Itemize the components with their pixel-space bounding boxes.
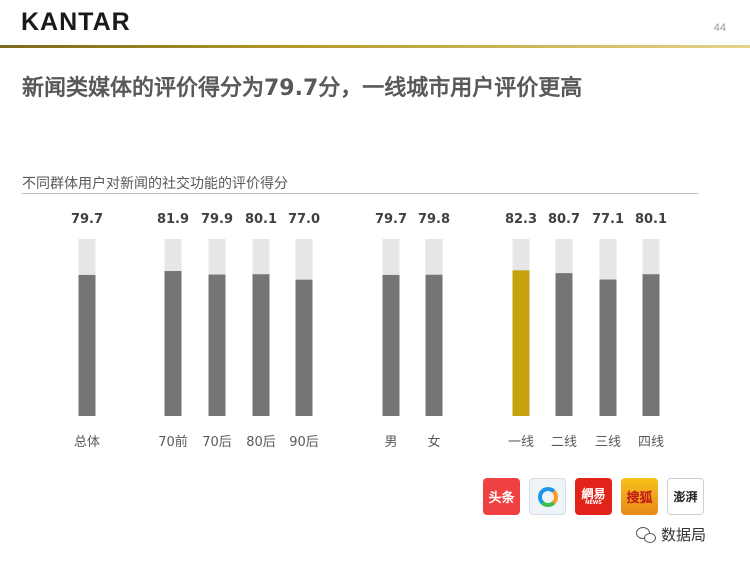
data-label: 79.8 xyxy=(418,212,450,227)
category-label: 三线 xyxy=(595,435,621,450)
netease-logo-icon: 網易 NEWS xyxy=(575,478,612,515)
category-label: 二线 xyxy=(551,435,577,450)
netease-logo-sub: NEWS xyxy=(585,499,602,506)
data-label: 79.9 xyxy=(201,212,233,227)
the-paper-logo-icon: 澎湃 xyxy=(667,478,704,515)
bar xyxy=(164,271,182,416)
netease-logo-text: 網易 xyxy=(581,486,606,501)
bar-chart: 79.7 总体 81.9 70前 79.9 70后 80.1 80后 77.0 90后 79.7 男 7… xyxy=(71,212,667,450)
toutiao-logo-icon: 头条 xyxy=(483,478,520,515)
page-number: 44 xyxy=(713,22,726,34)
bar xyxy=(295,279,313,416)
qq-news-logo-icon xyxy=(529,478,566,515)
category-label: 男 xyxy=(384,435,397,450)
data-label: 80.1 xyxy=(635,212,667,227)
data-label: 77.0 xyxy=(288,212,320,227)
data-label: 81.9 xyxy=(157,212,189,227)
category-label: 80后 xyxy=(246,435,276,450)
page-title: 新闻类媒体的评价得分为79.7分，一线城市用户评价更高 xyxy=(22,76,583,101)
data-label: 79.7 xyxy=(71,212,103,227)
category-label: 一线 xyxy=(508,435,534,450)
bar xyxy=(642,274,660,416)
source-logos: 头条 網易 NEWS 搜狐 澎湃 xyxy=(483,478,704,518)
data-label: 80.7 xyxy=(548,212,580,227)
bar xyxy=(555,273,573,416)
data-label: 79.7 xyxy=(375,212,407,227)
watermark-text: 数据局 xyxy=(661,526,707,544)
category-label: 70后 xyxy=(202,435,232,450)
bar xyxy=(252,274,270,416)
kantar-logo: KANTAR xyxy=(21,8,131,36)
header-rule xyxy=(0,45,750,48)
bar xyxy=(208,274,226,416)
category-label: 四线 xyxy=(638,435,664,450)
wechat-icon xyxy=(636,526,656,543)
category-label: 总体 xyxy=(74,435,100,450)
data-label: 82.3 xyxy=(505,212,537,227)
watermark: 数据局 xyxy=(636,524,706,545)
chart-subtitle: 不同群体用户对新闻的社交功能的评价得分 xyxy=(22,176,288,192)
data-label: 80.1 xyxy=(245,212,277,227)
data-label: 77.1 xyxy=(592,212,624,227)
subtitle-rule xyxy=(22,193,698,194)
category-label: 女 xyxy=(427,434,440,450)
bar xyxy=(512,270,530,416)
category-label: 90后 xyxy=(289,435,319,450)
category-label: 70前 xyxy=(158,434,188,450)
bar xyxy=(382,274,400,416)
bar xyxy=(599,279,617,416)
bar xyxy=(78,274,96,416)
sohu-logo-icon: 搜狐 xyxy=(621,478,658,515)
bar xyxy=(425,274,443,416)
